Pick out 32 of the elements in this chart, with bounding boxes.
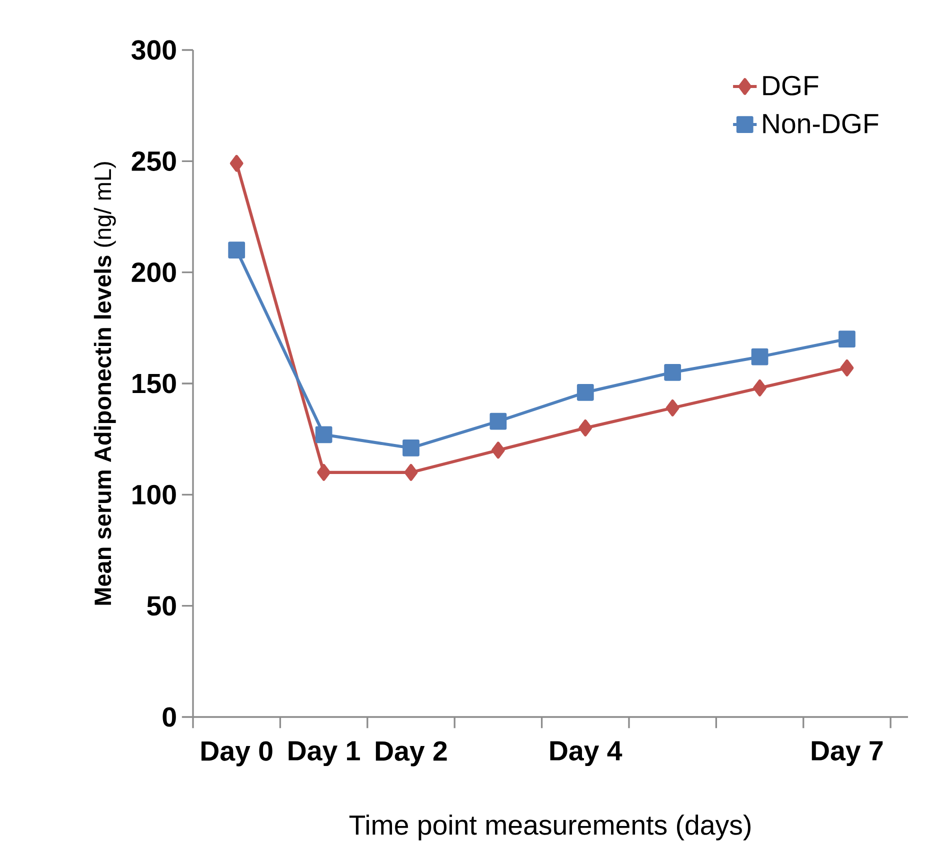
point [228,242,246,259]
point [402,440,420,456]
point [315,426,332,444]
x-tick-label: Day 2 [376,741,447,766]
point [664,364,682,381]
y-tick-label: 50 [147,596,176,616]
legend-label: Non-DGF [763,114,878,134]
x-tick-label: Day 0 [202,741,272,766]
x-axis-title: Time point measurements (days) [349,814,750,840]
y-tick-label: 0 [162,707,176,727]
point [840,359,854,376]
y-tick-label: 200 [132,262,176,282]
point [753,380,766,396]
point [666,400,680,416]
y-tick-label: 250 [132,151,176,171]
point [578,420,592,436]
y-tick-label: 100 [132,484,176,504]
y-tick-label: 150 [132,374,176,394]
point [838,330,856,348]
point [230,154,244,172]
x-tick-label: Day 4 [550,741,622,766]
point [317,464,331,481]
point [404,464,418,481]
x-tick-label: Day 1 [288,741,360,766]
point [491,442,505,459]
legend-label: DGF [763,76,818,96]
point [751,348,768,366]
y-axis-title: Mean serum Adiponectin levels (ng/ mL) [94,162,116,605]
y-tick-label: 300 [131,40,176,60]
point [576,384,594,401]
x-tick-label: Day 7 [812,741,883,766]
point [490,412,507,430]
